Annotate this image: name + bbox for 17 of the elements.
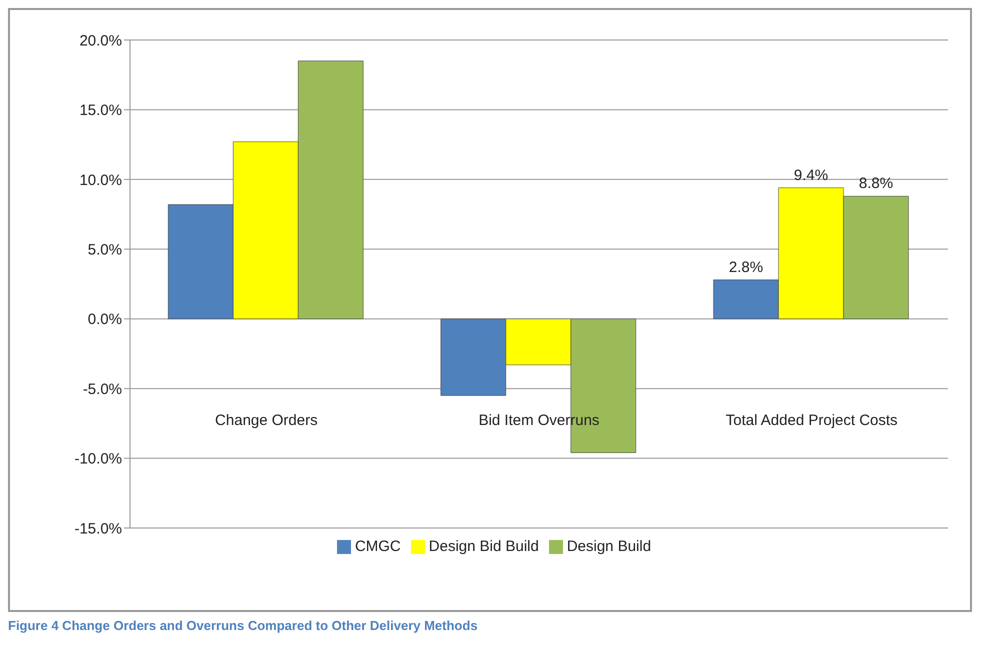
- data-label: 8.8%: [858, 175, 894, 192]
- y-tick-label: 15.0%: [79, 102, 122, 120]
- legend-label: Design Bid Build: [428, 538, 539, 555]
- y-tick-label: -15.0%: [74, 520, 122, 538]
- y-tick-label: 5.0%: [88, 241, 122, 258]
- y-tick-label: 0.0%: [88, 311, 122, 328]
- caption: Figure 4 Change Orders and Overruns Compared to Other Delivery Methods: [8, 618, 479, 633]
- legend-label: CMGC: [354, 538, 401, 555]
- y-tick-label: -10.0%: [74, 450, 122, 468]
- data-label: 2.8%: [728, 258, 764, 276]
- y-tick-label: -5.0%: [82, 380, 122, 398]
- legend-label: Design Build: [566, 538, 652, 555]
- x-tick-label: Total Added Project Costs: [726, 412, 898, 429]
- x-tick-label: Change Orders: [215, 412, 318, 429]
- y-tick-label: 20.0%: [79, 32, 122, 50]
- data-label: 9.4%: [794, 166, 828, 184]
- y-tick-label: 10.0%: [79, 172, 122, 189]
